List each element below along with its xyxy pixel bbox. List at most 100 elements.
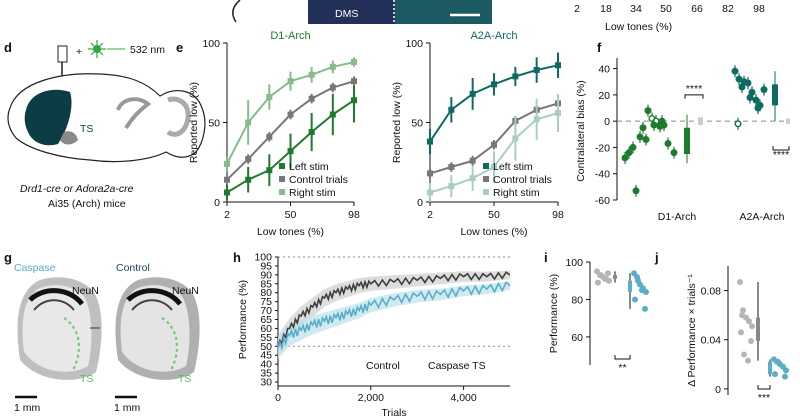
- panel-h-letter: h: [233, 250, 241, 265]
- ts-image: [395, 0, 492, 24]
- data-point: [639, 124, 647, 132]
- y-tick-label: 0.04: [701, 335, 722, 347]
- control-point: [741, 351, 747, 358]
- y-tick-label: 80: [571, 294, 583, 306]
- data-point: [308, 95, 315, 102]
- caspase-point: [775, 358, 781, 365]
- x-axis-label: Low tones (%): [257, 226, 324, 238]
- caspase-point: [632, 296, 638, 303]
- panel-e-letter: e: [176, 40, 183, 55]
- legend-marker: [483, 176, 489, 182]
- control-point: [746, 318, 752, 325]
- data-point: [738, 83, 746, 91]
- control-point: [748, 337, 754, 344]
- y-tick-label: 50: [411, 118, 423, 130]
- y-tick-label: 40: [598, 64, 610, 76]
- x-tick-label: 50: [488, 209, 500, 221]
- legend-caspase: Caspase TS: [428, 360, 486, 372]
- data-point: [469, 90, 476, 97]
- y-tick-label: -20: [595, 142, 610, 154]
- y-tick-label: 65: [260, 314, 272, 326]
- control-scale-label: 1 mm: [114, 402, 141, 414]
- x-tick-label: 2: [224, 209, 230, 221]
- sig-stars: **: [618, 362, 626, 374]
- caspase-point: [782, 373, 788, 380]
- gp-region: [60, 131, 78, 145]
- panel-j: j 0 0.04 0.08Δ Performance × trials⁻¹ ***: [654, 250, 789, 404]
- trace-fragment: [232, 0, 241, 23]
- data-point: [287, 148, 294, 155]
- data-point: [632, 187, 640, 195]
- data-point: [448, 183, 455, 190]
- plus-sign: +: [76, 46, 82, 58]
- confidence-band: [278, 270, 510, 357]
- box-caspase: [628, 280, 632, 292]
- data-point: [266, 133, 273, 140]
- data-point: [636, 133, 644, 141]
- data-point: [491, 164, 497, 171]
- data-point: [308, 129, 315, 136]
- data-point: [266, 167, 273, 174]
- data-point: [351, 78, 357, 85]
- x-axis-label: Low tones (%): [460, 226, 527, 238]
- control-slice: [115, 277, 200, 380]
- panel-f-letter: f: [597, 40, 602, 55]
- panel-g: g Caspase Control NeuN TS 1 mm NeuN TS 1…: [4, 250, 200, 414]
- data-point: [512, 73, 519, 80]
- data-point: [650, 121, 658, 129]
- y-tick-label: 60: [571, 332, 583, 344]
- caspase-point: [635, 277, 641, 284]
- legend-label: Right stim: [493, 187, 540, 199]
- y-axis-label: Reported low (%): [188, 82, 200, 163]
- top-tick-label: 34: [630, 3, 642, 15]
- data-point: [329, 63, 336, 70]
- data-point: [266, 94, 273, 101]
- data-point: [245, 176, 252, 183]
- laser-wavelength: 532 nm: [130, 44, 165, 56]
- data-point: [469, 175, 476, 182]
- data-point: [621, 154, 629, 162]
- chart-title: D1-Arch: [270, 30, 310, 42]
- data-point: [287, 111, 294, 118]
- sig-stars: ***: [758, 392, 770, 404]
- legend-marker: [279, 189, 285, 195]
- chart-e-d1: 0 50 100 2 50 98 Low tones (%) Reported low (%)…: [188, 30, 360, 238]
- control-ts-label: TS: [178, 373, 191, 385]
- panel-i-letter: i: [544, 250, 548, 265]
- panel-j-letter: j: [654, 250, 659, 265]
- caspase-neun-label: NeuN: [72, 285, 99, 297]
- control-title: Control: [116, 262, 150, 274]
- y-tick-label: 55: [260, 332, 272, 344]
- series-line-caspase-ts: [277, 281, 511, 351]
- legend-marker: [279, 176, 285, 182]
- data-point: [629, 143, 637, 151]
- y-tick-label: 20: [598, 90, 610, 102]
- y-tick-label: -40: [595, 169, 610, 181]
- box-control: [613, 275, 617, 279]
- top-ticks: 2 18 34 50 66 82 98: [574, 3, 765, 15]
- y-tick-label: 90: [260, 269, 272, 281]
- caspase-point: [642, 305, 648, 312]
- box-a2a-control: [786, 118, 790, 124]
- top-strip: DMS 2 18 34 50 66 82 98 Low tones (%): [232, 0, 765, 33]
- legend-label: Left stim: [493, 161, 533, 173]
- data-point: [224, 160, 230, 167]
- control-point: [737, 278, 743, 285]
- y-tick-label: 80: [260, 287, 272, 299]
- data-point: [644, 107, 652, 115]
- panel-d-letter: d: [4, 40, 12, 55]
- chart-f: -60 -40 -20 0 20 40 Contralateral bias (%) D1-A…: [575, 58, 790, 223]
- y-axis-label: Performance (%): [548, 274, 560, 353]
- data-point: [760, 86, 768, 94]
- data-point: [329, 111, 336, 118]
- x-tick-label: 2,000: [358, 392, 384, 404]
- top-tick-label: 50: [660, 3, 672, 15]
- data-point: [491, 141, 497, 148]
- data-point: [642, 136, 650, 144]
- chart-title: A2A-Arch: [470, 30, 517, 42]
- sig-bracket-d1: [684, 94, 704, 99]
- data-point: [754, 104, 762, 112]
- data-point: [427, 189, 433, 196]
